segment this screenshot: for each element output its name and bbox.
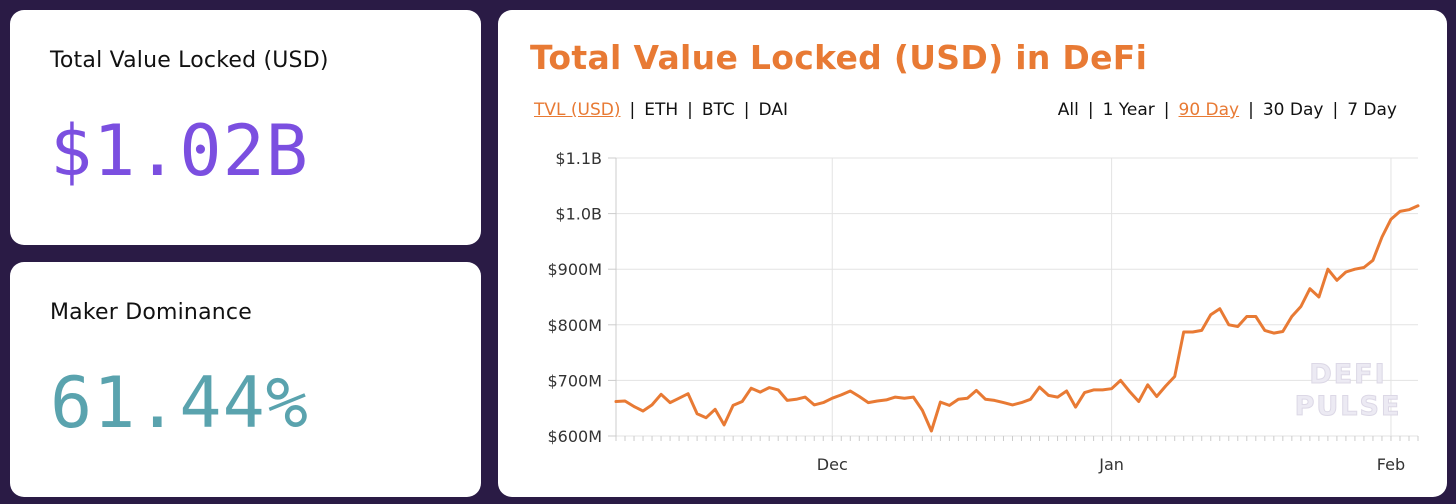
y-tick-label: $900M (547, 260, 602, 279)
tab-btc[interactable]: BTC (701, 100, 735, 120)
tab-dai[interactable]: DAI (758, 100, 788, 120)
maker-dominance-value: 61.44% (50, 362, 309, 444)
y-tick-label: $800M (547, 316, 602, 335)
range-7-day[interactable]: 7 Day (1347, 100, 1397, 120)
range-30-day[interactable]: 30 Day (1262, 100, 1324, 120)
watermark-line-1: DEFI (1309, 359, 1386, 390)
tab-eth[interactable]: ETH (644, 100, 679, 120)
tvl-card: Total Value Locked (USD) $1.02B (10, 10, 481, 245)
separator: | (743, 100, 750, 120)
tvl-value: $1.02B (50, 110, 309, 192)
y-tick-label: $1.0B (555, 205, 602, 224)
y-tick-label: $1.1B (555, 149, 602, 168)
separator: | (629, 100, 636, 120)
currency-selector: TVL (USD) | ETH | BTC | DAI (534, 100, 788, 120)
tab-tvl-usd[interactable]: TVL (USD) (534, 100, 621, 120)
range-1-year[interactable]: 1 Year (1102, 100, 1155, 120)
x-tick-label: Jan (1098, 455, 1124, 474)
separator: | (687, 100, 693, 120)
separator: | (1163, 100, 1170, 120)
chart-title: Total Value Locked (USD) in DeFi (530, 38, 1148, 77)
y-tick-label: $600M (547, 427, 602, 446)
x-tick-label: Dec (817, 455, 848, 474)
tvl-chart-card: Total Value Locked (USD) in DeFi TVL (US… (498, 10, 1447, 497)
maker-dominance-card: Maker Dominance 61.44% (10, 262, 481, 497)
watermark-line-2: PULSE (1295, 391, 1402, 422)
tvl-label: Total Value Locked (USD) (50, 48, 329, 73)
separator: | (1248, 100, 1254, 120)
range-90-day[interactable]: 90 Day (1178, 100, 1240, 120)
maker-dominance-label: Maker Dominance (50, 300, 252, 325)
separator: | (1332, 100, 1339, 120)
tvl-series-line (614, 204, 1420, 433)
separator: | (1087, 100, 1094, 120)
tvl-line-chart: $600M $700M $800M $900M $1.0B $1.1B Dec Jan Feb D… (547, 149, 1420, 474)
y-tick-label: $700M (547, 371, 602, 390)
range-all[interactable]: All (1057, 100, 1079, 120)
range-selector: All | 1 Year | 90 Day | 30 Day | 7 Day (1058, 100, 1397, 120)
x-tick-label: Feb (1377, 455, 1405, 474)
